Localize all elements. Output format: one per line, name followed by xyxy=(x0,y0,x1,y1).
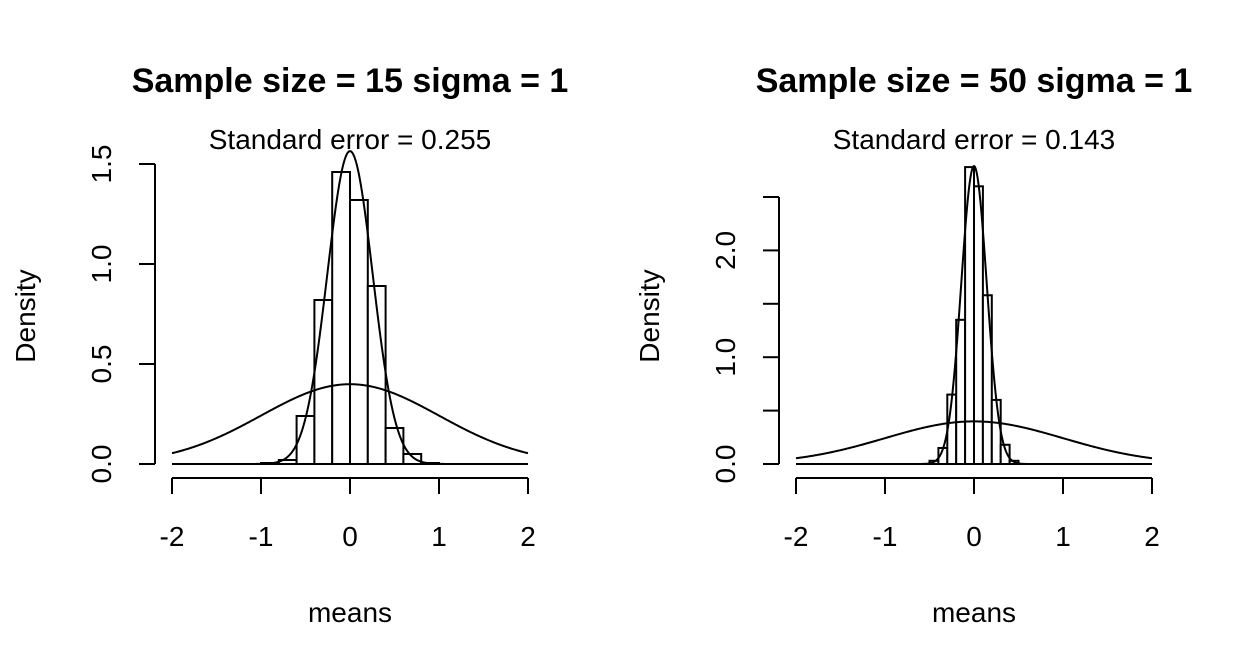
x-tick-label: -2 xyxy=(160,521,185,552)
x-tick-label: -2 xyxy=(784,521,809,552)
x-tick-label: -1 xyxy=(873,521,898,552)
x-tick-label: 1 xyxy=(431,521,447,552)
chart-title: Sample size = 50 sigma = 1 xyxy=(756,62,1193,100)
histogram-bars xyxy=(172,171,528,465)
chart-panel-sample-50: Sample size = 50 sigma = 1 Standard erro… xyxy=(634,62,1192,628)
y-tick-label: 1.0 xyxy=(710,338,741,377)
sampling-density-curve xyxy=(172,150,528,465)
histogram-bar xyxy=(313,299,334,465)
x-tick-label: -1 xyxy=(249,521,274,552)
x-tick-label: 0 xyxy=(966,521,982,552)
x-axis-label: means xyxy=(932,597,1016,628)
x-axis: -2 -1 0 1 2 xyxy=(784,477,1160,552)
density-curves xyxy=(795,164,1153,465)
histogram-bar xyxy=(981,294,993,466)
x-tick-label: 2 xyxy=(520,521,536,552)
y-axis-label: Density xyxy=(634,269,665,362)
histogram-bar xyxy=(990,398,1002,466)
y-tick-label: 1.5 xyxy=(86,145,117,184)
y-tick-label: 2.0 xyxy=(710,231,741,270)
histogram-bar xyxy=(402,453,423,465)
y-axis: 0.0 0.5 1.0 1.5 xyxy=(86,145,156,484)
x-axis-label: means xyxy=(308,597,392,628)
chart-subtitle: Standard error = 0.143 xyxy=(833,124,1116,155)
histogram-bar xyxy=(349,199,369,465)
y-tick-label: 0.5 xyxy=(86,345,117,384)
chart-subtitle: Standard error = 0.255 xyxy=(209,124,492,155)
population-density-curve xyxy=(171,383,529,455)
y-axis-label: Density xyxy=(10,269,41,362)
density-curves xyxy=(171,150,529,465)
y-tick-label: 0.0 xyxy=(86,445,117,484)
x-tick-label: 2 xyxy=(1144,521,1160,552)
histogram-bar xyxy=(999,443,1011,465)
sampling-density-curve xyxy=(796,164,1152,465)
y-tick-label: 0.0 xyxy=(710,445,741,484)
histogram-bar xyxy=(384,427,405,465)
y-tick-label: 1.0 xyxy=(86,245,117,284)
chart-title: Sample size = 15 sigma = 1 xyxy=(132,62,569,100)
x-tick-label: 1 xyxy=(1055,521,1071,552)
chart-panel-sample-15: Sample size = 15 sigma = 1 Standard erro… xyxy=(10,62,568,628)
x-axis: -2 -1 0 1 2 xyxy=(160,477,536,552)
histogram-bars xyxy=(796,166,1152,466)
population-density-curve xyxy=(795,420,1153,460)
x-tick-label: 0 xyxy=(342,521,358,552)
y-axis: 0.0 1.0 2.0 xyxy=(710,196,780,484)
